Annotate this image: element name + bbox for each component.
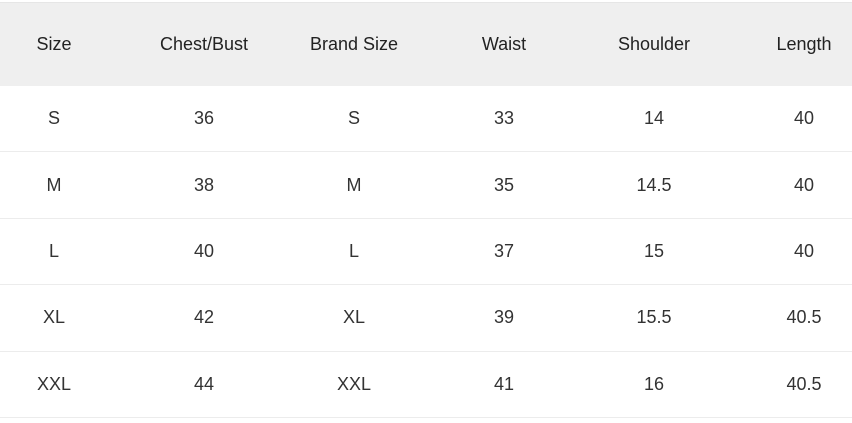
cell-brand-size: XL — [342, 307, 366, 328]
cell-brand-size: S — [347, 108, 360, 129]
cell-waist: 41 — [493, 373, 515, 394]
table-row: M 38 M 35 14.5 40 — [0, 152, 852, 219]
cell-length: 40 — [793, 240, 815, 261]
cell-length: 40.5 — [786, 373, 822, 394]
cell-chest-bust: 42 — [193, 307, 215, 328]
cell-size: M — [46, 174, 62, 195]
cell-brand-size: L — [348, 240, 359, 261]
table-body: S 36 S 33 14 40 M 38 M 35 14.5 40 L 40 L 37 15 40 XL 42 XL 39… — [0, 86, 852, 418]
cell-chest-bust: 44 — [193, 373, 215, 394]
header-length: Length — [776, 34, 832, 54]
cell-length: 40.5 — [786, 307, 822, 328]
cell-shoulder: 15.5 — [636, 307, 672, 328]
cell-chest-bust: 36 — [193, 108, 215, 129]
table-header-row: Size Chest/Bust Brand Size Waist Shoulde… — [0, 2, 852, 86]
cell-waist: 33 — [493, 108, 515, 129]
cell-shoulder: 14 — [643, 108, 665, 129]
table-row: S 36 S 33 14 40 — [0, 86, 852, 153]
table-row: L 40 L 37 15 40 — [0, 219, 852, 286]
header-size: Size — [36, 34, 72, 54]
header-waist: Waist — [481, 34, 527, 54]
cell-size: XL — [42, 307, 66, 328]
header-brand-size: Brand Size — [309, 34, 399, 54]
cell-brand-size: XXL — [336, 373, 372, 394]
header-shoulder: Shoulder — [617, 34, 691, 54]
cell-size: L — [48, 240, 59, 261]
cell-waist: 39 — [493, 307, 515, 328]
cell-brand-size: M — [346, 174, 362, 195]
cell-length: 40 — [793, 174, 815, 195]
header-chest-bust: Chest/Bust — [159, 34, 249, 54]
cell-size: S — [47, 108, 60, 129]
table-row: XXL 44 XXL 41 16 40.5 — [0, 352, 852, 418]
cell-length: 40 — [793, 108, 815, 129]
cell-size: XXL — [36, 373, 72, 394]
cell-waist: 37 — [493, 240, 515, 261]
cell-shoulder: 14.5 — [636, 174, 672, 195]
cell-waist: 35 — [493, 174, 515, 195]
cell-chest-bust: 38 — [193, 174, 215, 195]
cell-shoulder: 16 — [643, 373, 665, 394]
table-row: XL 42 XL 39 15.5 40.5 — [0, 285, 852, 352]
cell-shoulder: 15 — [643, 240, 665, 261]
cell-chest-bust: 40 — [193, 240, 215, 261]
